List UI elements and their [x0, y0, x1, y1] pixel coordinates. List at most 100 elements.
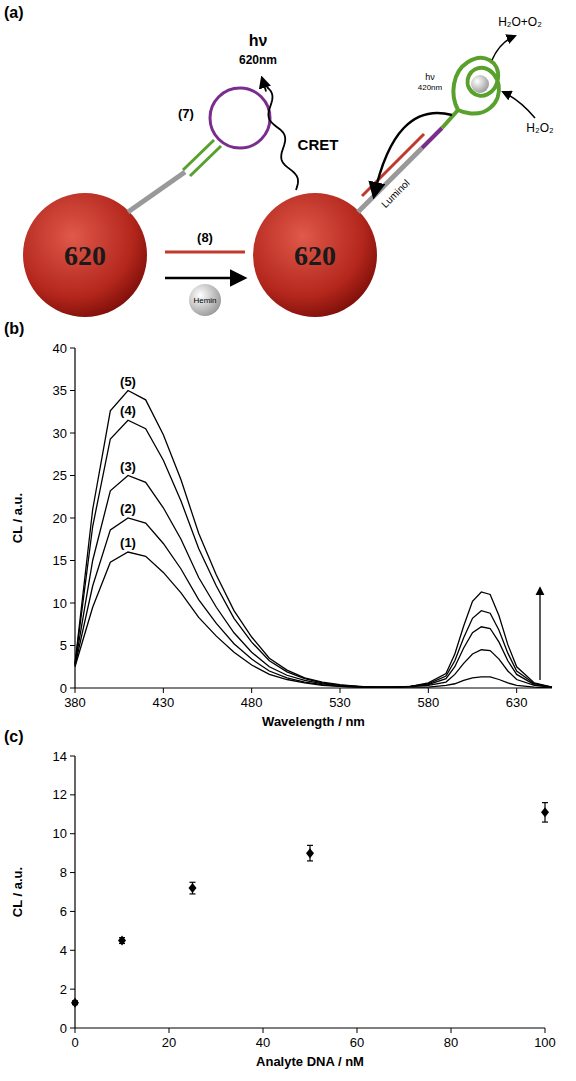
cret-arrow — [374, 113, 452, 196]
particle-label: 620 — [64, 240, 106, 271]
trend-arrow — [539, 588, 540, 680]
y-tick — [70, 833, 75, 834]
x-tick-label: 530 — [329, 695, 351, 710]
x-tick-label: 430 — [152, 695, 174, 710]
y-tick-label: 5 — [60, 638, 67, 653]
curve-label: (5) — [120, 374, 136, 389]
linker — [358, 148, 422, 212]
curve-labels: (1)(2)(3)(4)(5) — [120, 374, 136, 551]
y-tick — [70, 475, 75, 476]
hairpin-loop — [210, 88, 270, 148]
hemin-label: Hemin — [193, 296, 216, 305]
target-strand — [165, 251, 245, 254]
g-quadruplex — [442, 58, 499, 128]
hemin — [189, 284, 221, 316]
x-tick-label: 60 — [350, 1035, 364, 1050]
y-tick — [70, 390, 75, 391]
y-tick-label: 0 — [60, 1021, 67, 1036]
luminol-label: Luminol — [379, 177, 412, 210]
linker — [128, 172, 185, 212]
x-tick-label: 20 — [162, 1035, 176, 1050]
x-tick — [545, 1028, 546, 1033]
y-tick-label: 0 — [60, 681, 67, 696]
x-tick-label: 480 — [241, 695, 263, 710]
y-tick-label: 4 — [60, 943, 67, 958]
x-tick — [357, 1028, 358, 1033]
x-tick — [340, 688, 341, 693]
particle-label: 620 — [294, 240, 336, 271]
y-tick-label: 2 — [60, 982, 67, 997]
hairpin-stem — [190, 146, 221, 176]
x-tick-label: 80 — [444, 1035, 458, 1050]
data-point — [71, 998, 79, 1008]
x-tick — [75, 1028, 76, 1033]
data-point — [118, 936, 126, 946]
spectrum-line — [75, 420, 552, 687]
spectrum-line — [75, 476, 552, 688]
substrate-arrow — [503, 92, 535, 118]
cret-label: CRET — [298, 136, 339, 153]
curve-label: (3) — [120, 459, 136, 474]
figure: (a)620(7)(8)Hemin620LuminolH₂O+O₂H₂O₂hν4… — [0, 0, 576, 1081]
error-bar-cap — [542, 802, 548, 803]
hairpin-label: (7) — [178, 106, 194, 121]
hemin — [471, 75, 489, 93]
y-tick-label: 15 — [53, 553, 67, 568]
y-tick — [70, 603, 75, 604]
error-bar — [307, 845, 313, 861]
y-tick-label: 14 — [53, 749, 67, 764]
y-tick-label: 25 — [53, 468, 67, 483]
error-bar — [190, 882, 196, 894]
emission-symbol: hν — [249, 32, 268, 49]
y-tick — [70, 911, 75, 912]
x-tick-label: 580 — [417, 695, 439, 710]
x-tick — [75, 688, 76, 693]
curve-label: (4) — [120, 403, 136, 418]
y-tick — [70, 348, 75, 349]
x-axis-title: Analyte DNA / nM — [256, 1054, 364, 1069]
data-point — [306, 848, 314, 858]
y-axis-title: CL / a.u. — [10, 493, 25, 543]
error-bar-cap — [542, 821, 548, 822]
data-point — [189, 883, 197, 893]
y-tick-label: 30 — [53, 426, 67, 441]
y-axis-title: CL / a.u. — [10, 867, 25, 917]
hairpin-stem — [183, 140, 214, 170]
spectrum-line — [75, 391, 552, 688]
panel-a: (a)620(7)(8)Hemin620LuminolH₂O+O₂H₂O₂hν4… — [4, 4, 554, 317]
plot-area — [71, 803, 549, 1008]
x-tick — [163, 688, 164, 693]
error-bar-cap — [307, 860, 313, 861]
x-tick-label: 630 — [506, 695, 528, 710]
y-tick-label: 10 — [53, 826, 67, 841]
y-tick-label: 40 — [53, 341, 67, 356]
product-arrow — [492, 36, 515, 60]
substrate-label: H₂O₂ — [526, 121, 554, 135]
y-tick — [70, 688, 75, 689]
y-tick — [70, 794, 75, 795]
y-tick — [70, 989, 75, 990]
y-tick — [70, 560, 75, 561]
emission-wavelength: 620nm — [239, 53, 277, 67]
curve-label: (1) — [120, 535, 136, 550]
y-tick — [70, 756, 75, 757]
x-tick-label: 380 — [64, 695, 86, 710]
y-tick — [70, 1028, 75, 1029]
panel-label: (a) — [4, 4, 24, 21]
y-tick — [70, 645, 75, 646]
y-tick — [70, 433, 75, 434]
x-tick — [263, 1028, 264, 1033]
panel-label: (b) — [4, 320, 24, 337]
panel-1: 02040608010002468101214Analyte DNA / nMC… — [4, 728, 556, 1069]
x-axis — [75, 687, 552, 688]
x-tick — [169, 1028, 170, 1033]
luminol-segment — [422, 128, 442, 148]
y-tick — [70, 950, 75, 951]
y-tick-label: 20 — [53, 511, 67, 526]
y-tick — [70, 518, 75, 519]
x-tick — [516, 688, 517, 693]
x-tick-label: 40 — [256, 1035, 270, 1050]
error-bar — [542, 803, 548, 822]
error-bar-cap — [190, 893, 196, 894]
emission-symbol: hν — [425, 72, 435, 82]
